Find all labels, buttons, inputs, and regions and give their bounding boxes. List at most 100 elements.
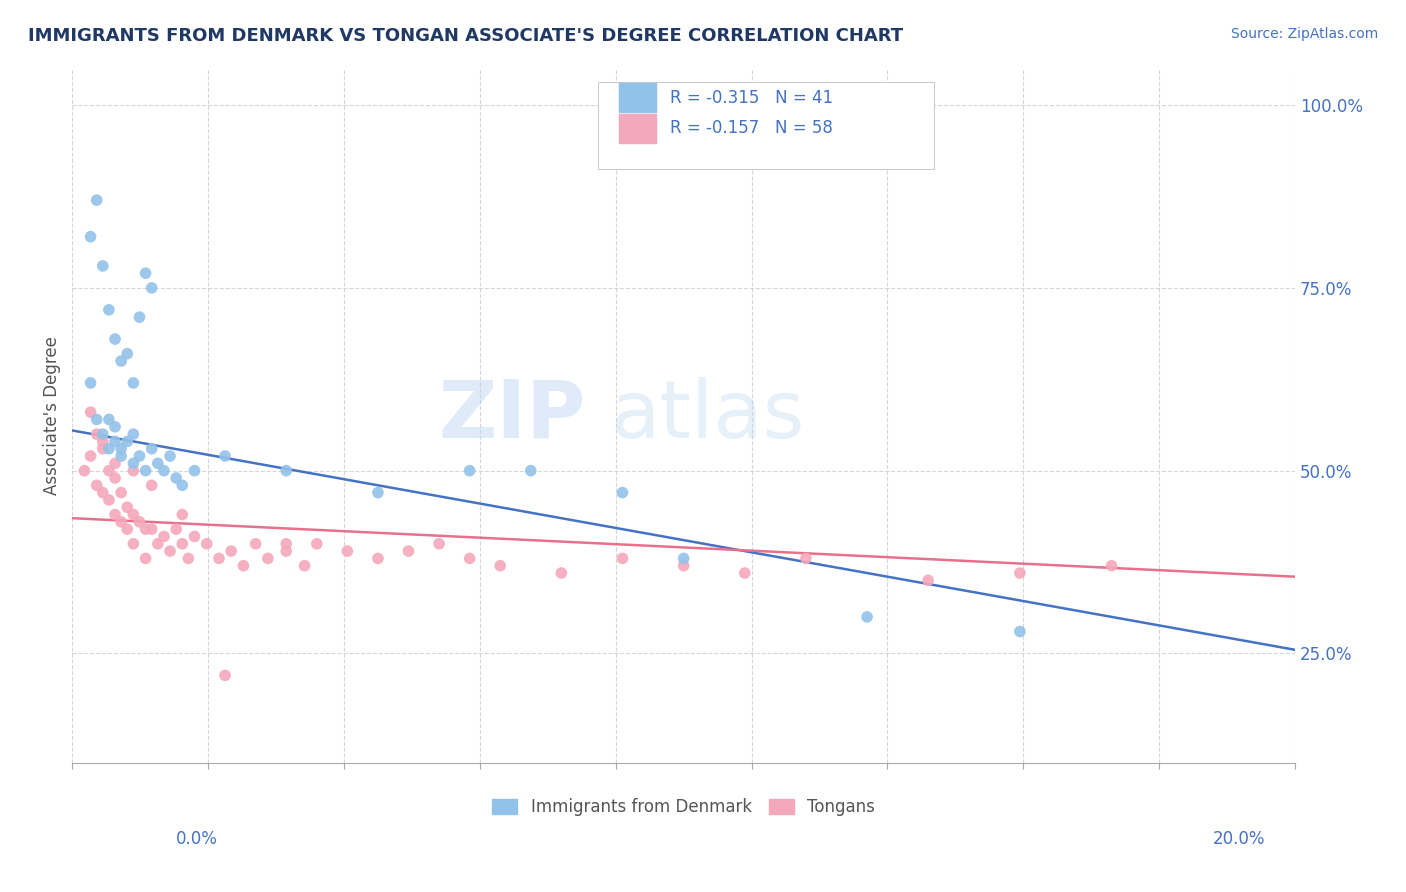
- Point: [214, 449, 236, 463]
- Point: [97, 492, 120, 507]
- Point: [122, 464, 145, 478]
- Point: [172, 478, 194, 492]
- Point: [367, 551, 389, 566]
- Point: [73, 464, 96, 478]
- Point: [1101, 558, 1123, 573]
- Point: [97, 442, 120, 456]
- Point: [794, 551, 817, 566]
- Point: [195, 537, 218, 551]
- Text: atlas: atlas: [610, 376, 804, 455]
- Point: [159, 544, 181, 558]
- Text: IMMIGRANTS FROM DENMARK VS TONGAN ASSOCIATE'S DEGREE CORRELATION CHART: IMMIGRANTS FROM DENMARK VS TONGAN ASSOCI…: [28, 27, 903, 45]
- Point: [141, 478, 163, 492]
- Point: [294, 558, 316, 573]
- Point: [110, 515, 132, 529]
- Point: [550, 566, 572, 580]
- Point: [79, 229, 101, 244]
- Point: [122, 508, 145, 522]
- Point: [86, 427, 108, 442]
- Point: [219, 544, 242, 558]
- Legend: Immigrants from Denmark, Tongans: Immigrants from Denmark, Tongans: [484, 789, 883, 824]
- Point: [110, 449, 132, 463]
- Point: [135, 464, 157, 478]
- Point: [612, 485, 634, 500]
- Point: [79, 405, 101, 419]
- Point: [97, 464, 120, 478]
- Text: R = -0.315   N = 41: R = -0.315 N = 41: [671, 88, 834, 107]
- Point: [86, 478, 108, 492]
- Point: [305, 537, 328, 551]
- Point: [734, 566, 756, 580]
- Point: [177, 551, 200, 566]
- Point: [159, 449, 181, 463]
- Point: [672, 558, 695, 573]
- Point: [153, 529, 176, 543]
- Point: [91, 442, 114, 456]
- Point: [122, 537, 145, 551]
- Point: [128, 449, 150, 463]
- FancyBboxPatch shape: [598, 82, 935, 169]
- Point: [135, 266, 157, 280]
- Point: [672, 551, 695, 566]
- Point: [165, 471, 187, 485]
- Point: [86, 193, 108, 207]
- Text: R = -0.157   N = 58: R = -0.157 N = 58: [671, 120, 832, 137]
- Point: [79, 449, 101, 463]
- Point: [128, 310, 150, 325]
- Y-axis label: Associate's Degree: Associate's Degree: [44, 336, 60, 495]
- Text: Source: ZipAtlas.com: Source: ZipAtlas.com: [1230, 27, 1378, 41]
- Point: [146, 456, 169, 470]
- Point: [276, 537, 298, 551]
- Point: [458, 551, 481, 566]
- Point: [141, 522, 163, 536]
- Point: [172, 537, 194, 551]
- Point: [146, 537, 169, 551]
- Point: [520, 464, 543, 478]
- Point: [117, 522, 139, 536]
- Point: [86, 412, 108, 426]
- Point: [214, 668, 236, 682]
- Bar: [619, 83, 655, 112]
- Bar: [619, 113, 655, 143]
- Point: [104, 434, 127, 449]
- Point: [208, 551, 231, 566]
- Point: [856, 610, 879, 624]
- Point: [79, 376, 101, 390]
- Point: [117, 434, 139, 449]
- Point: [104, 419, 127, 434]
- Point: [110, 485, 132, 500]
- Point: [245, 537, 267, 551]
- Point: [128, 515, 150, 529]
- Point: [104, 508, 127, 522]
- Point: [91, 259, 114, 273]
- Point: [122, 456, 145, 470]
- Point: [141, 442, 163, 456]
- Point: [122, 427, 145, 442]
- Point: [917, 574, 939, 588]
- Point: [91, 434, 114, 449]
- Point: [427, 537, 450, 551]
- Point: [135, 551, 157, 566]
- Point: [257, 551, 280, 566]
- Text: 20.0%: 20.0%: [1213, 830, 1265, 847]
- Point: [104, 332, 127, 346]
- Point: [336, 544, 359, 558]
- Point: [117, 346, 139, 360]
- Point: [97, 302, 120, 317]
- Point: [172, 508, 194, 522]
- Point: [91, 485, 114, 500]
- Point: [141, 281, 163, 295]
- Point: [165, 522, 187, 536]
- Point: [122, 376, 145, 390]
- Point: [276, 544, 298, 558]
- Point: [110, 354, 132, 368]
- Point: [183, 464, 205, 478]
- Point: [276, 464, 298, 478]
- Text: ZIP: ZIP: [439, 376, 586, 455]
- Point: [153, 464, 176, 478]
- Point: [1008, 566, 1031, 580]
- Point: [458, 464, 481, 478]
- Point: [183, 529, 205, 543]
- Point: [104, 471, 127, 485]
- Point: [91, 427, 114, 442]
